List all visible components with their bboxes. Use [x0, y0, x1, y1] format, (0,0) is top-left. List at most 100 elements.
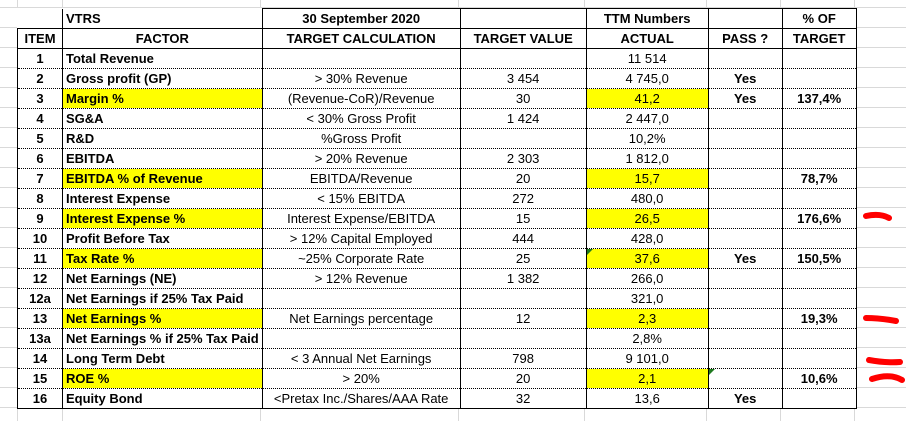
- item-cell[interactable]: 9: [17, 208, 63, 229]
- pct-of-target-cell[interactable]: 19,3%: [781, 308, 857, 329]
- pct-of-label-cell[interactable]: % OF: [781, 8, 857, 29]
- item-cell[interactable]: 14: [17, 348, 63, 369]
- item-cell[interactable]: 13: [17, 308, 63, 329]
- item-cell[interactable]: 7: [17, 168, 63, 189]
- target-value-cell[interactable]: 32: [459, 388, 587, 409]
- target-calculation-cell[interactable]: (Revenue-CoR)/Revenue: [261, 88, 461, 109]
- factor-cell[interactable]: Total Revenue: [62, 48, 263, 69]
- target-value-cell[interactable]: 25: [459, 248, 587, 269]
- target-calculation-cell[interactable]: ~25% Corporate Rate: [261, 248, 461, 269]
- target-calculation-header[interactable]: TARGET CALCULATION: [261, 28, 461, 49]
- target-value-cell[interactable]: 15: [459, 208, 587, 229]
- pass-header[interactable]: PASS ?: [707, 28, 783, 49]
- target-value-cell[interactable]: 20: [459, 168, 587, 189]
- pct-of-target-cell[interactable]: [781, 268, 857, 289]
- item-cell[interactable]: 16: [17, 388, 63, 409]
- target-calculation-cell[interactable]: Net Earnings percentage: [261, 308, 461, 329]
- factor-cell[interactable]: Net Earnings (NE): [62, 268, 263, 289]
- pct-of-target-cell[interactable]: [781, 328, 857, 349]
- pct-of-target-cell[interactable]: [781, 48, 857, 69]
- factor-cell[interactable]: Net Earnings if 25% Tax Paid: [62, 288, 263, 309]
- actual-cell[interactable]: 428,0: [585, 228, 709, 249]
- factor-cell[interactable]: ROE %: [62, 368, 263, 389]
- pct-of-target-cell[interactable]: 78,7%: [781, 168, 857, 189]
- header-cell-empty[interactable]: [17, 8, 63, 29]
- factor-cell[interactable]: Interest Expense: [62, 188, 263, 209]
- target-calculation-cell[interactable]: > 20%: [261, 368, 461, 389]
- actual-cell[interactable]: 37,6: [585, 248, 709, 269]
- target-value-cell[interactable]: 3 454: [459, 68, 587, 89]
- item-cell[interactable]: 11: [17, 248, 63, 269]
- factor-cell[interactable]: Gross profit (GP): [62, 68, 263, 89]
- factor-cell[interactable]: EBITDA % of Revenue: [62, 168, 263, 189]
- target-calculation-cell[interactable]: Interest Expense/EBITDA: [261, 208, 461, 229]
- item-cell[interactable]: 4: [17, 108, 63, 129]
- target-value-cell[interactable]: 2 303: [459, 148, 587, 169]
- target-calculation-cell[interactable]: <Pretax Inc./Shares/AAA Rate: [261, 388, 461, 409]
- item-header[interactable]: ITEM: [17, 28, 63, 49]
- pct-of-target-cell[interactable]: [781, 348, 857, 369]
- pct-of-target-cell[interactable]: 150,5%: [781, 248, 857, 269]
- factor-cell[interactable]: Net Earnings % if 25% Tax Paid: [62, 328, 263, 349]
- factor-cell[interactable]: R&D: [62, 128, 263, 149]
- factor-cell[interactable]: Interest Expense %: [62, 208, 263, 229]
- actual-cell[interactable]: 2 447,0: [585, 108, 709, 129]
- target-calculation-cell[interactable]: > 12% Capital Employed: [261, 228, 461, 249]
- pct-of-target-cell[interactable]: [781, 288, 857, 309]
- item-cell[interactable]: 6: [17, 148, 63, 169]
- item-cell[interactable]: 8: [17, 188, 63, 209]
- item-cell[interactable]: 1: [17, 48, 63, 69]
- pass-cell[interactable]: Yes: [707, 88, 783, 109]
- item-cell[interactable]: 5: [17, 128, 63, 149]
- factor-cell[interactable]: Net Earnings %: [62, 308, 263, 329]
- actual-cell[interactable]: 2,1: [585, 368, 709, 389]
- factor-header[interactable]: FACTOR: [62, 28, 263, 49]
- pass-cell[interactable]: Yes: [707, 68, 783, 89]
- target-calculation-cell[interactable]: %Gross Profit: [261, 128, 461, 149]
- target-calculation-cell[interactable]: < 15% EBITDA: [261, 188, 461, 209]
- actual-cell[interactable]: 4 745,0: [585, 68, 709, 89]
- pct-of-target-cell[interactable]: [781, 228, 857, 249]
- item-cell[interactable]: 10: [17, 228, 63, 249]
- target-calculation-cell[interactable]: < 3 Annual Net Earnings: [261, 348, 461, 369]
- factor-cell[interactable]: SG&A: [62, 108, 263, 129]
- ticker-cell[interactable]: VTRS: [62, 8, 263, 29]
- pct-of-target-cell[interactable]: [781, 148, 857, 169]
- pct-of-target-cell[interactable]: [781, 188, 857, 209]
- target-value-cell[interactable]: 444: [459, 228, 587, 249]
- target-value-cell[interactable]: 12: [459, 308, 587, 329]
- target-calculation-cell[interactable]: EBITDA/Revenue: [261, 168, 461, 189]
- item-cell[interactable]: 15: [17, 368, 63, 389]
- item-cell[interactable]: 3: [17, 88, 63, 109]
- target-value-cell[interactable]: 1 424: [459, 108, 587, 129]
- actual-cell[interactable]: 26,5: [585, 208, 709, 229]
- pass-cell[interactable]: [707, 368, 783, 389]
- pct-of-target-cell[interactable]: [781, 388, 857, 409]
- actual-cell[interactable]: 41,2: [585, 88, 709, 109]
- target-value-cell[interactable]: 1 382: [459, 268, 587, 289]
- factor-cell[interactable]: Long Term Debt: [62, 348, 263, 369]
- target-calculation-cell[interactable]: > 12% Revenue: [261, 268, 461, 289]
- target-value-cell[interactable]: 30: [459, 88, 587, 109]
- actual-cell[interactable]: 2,3: [585, 308, 709, 329]
- target-value-cell[interactable]: 798: [459, 348, 587, 369]
- pct-of-target-cell[interactable]: [781, 68, 857, 89]
- pct-target-header[interactable]: TARGET: [781, 28, 857, 49]
- target-calculation-cell[interactable]: > 30% Revenue: [261, 68, 461, 89]
- item-cell[interactable]: 12: [17, 268, 63, 289]
- pct-of-target-cell[interactable]: [781, 108, 857, 129]
- target-calculation-cell[interactable]: < 30% Gross Profit: [261, 108, 461, 129]
- ttm-label-cell[interactable]: TTM Numbers: [585, 8, 709, 29]
- actual-cell[interactable]: 11 514: [585, 48, 709, 69]
- actual-cell[interactable]: 15,7: [585, 168, 709, 189]
- actual-cell[interactable]: 2,8%: [585, 328, 709, 349]
- factor-cell[interactable]: Tax Rate %: [62, 248, 263, 269]
- pct-of-target-cell[interactable]: 176,6%: [781, 208, 857, 229]
- factor-cell[interactable]: Margin %: [62, 88, 263, 109]
- date-cell[interactable]: 30 September 2020: [261, 8, 461, 29]
- item-cell[interactable]: 13a: [17, 328, 63, 349]
- actual-cell[interactable]: 10,2%: [585, 128, 709, 149]
- actual-header[interactable]: ACTUAL: [585, 28, 709, 49]
- target-value-cell[interactable]: 20: [459, 368, 587, 389]
- target-value-header[interactable]: TARGET VALUE: [459, 28, 587, 49]
